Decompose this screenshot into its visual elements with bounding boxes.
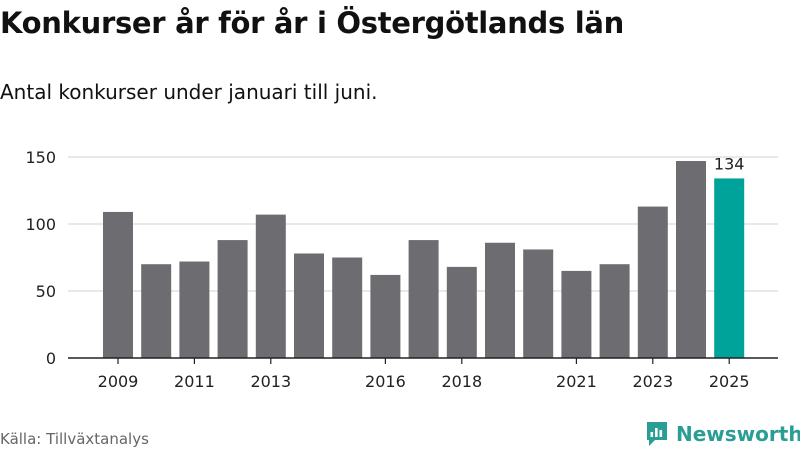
bar-2011 bbox=[179, 261, 210, 358]
data-labels: 134 bbox=[714, 154, 745, 173]
x-axis-ticks: 2009 2011 2013 2016 2018 2021 2023 2025 bbox=[68, 357, 778, 391]
bar-2014 bbox=[294, 253, 324, 358]
bar-2020 bbox=[523, 249, 554, 358]
x-tick-label: 2018 bbox=[441, 372, 482, 391]
source-note: Källa: Tillväxtanalys bbox=[0, 430, 149, 448]
bar-2018 bbox=[446, 266, 477, 358]
x-tick-label: 2013 bbox=[250, 372, 291, 391]
bar-2024 bbox=[676, 161, 706, 358]
y-axis-tick-labels: 0 50 100 150 bbox=[25, 148, 56, 368]
y-tick-label: 100 bbox=[25, 215, 56, 234]
x-tick-label: 2025 bbox=[709, 372, 750, 391]
chart-title: Konkurser år för år i Östergötlands län bbox=[0, 6, 625, 40]
newsworthy-icon bbox=[647, 422, 667, 446]
x-tick-label: 2016 bbox=[365, 372, 406, 391]
bar-2019 bbox=[485, 242, 515, 358]
chart-subtitle: Antal konkurser under januari till juni. bbox=[0, 80, 378, 104]
bar-2009 bbox=[103, 211, 133, 358]
bars bbox=[103, 161, 745, 358]
y-tick-label: 50 bbox=[36, 282, 56, 301]
y-tick-label: 0 bbox=[46, 349, 56, 368]
data-label-2025: 134 bbox=[714, 154, 745, 173]
bar-2016 bbox=[370, 274, 401, 358]
brand-logo[interactable]: Newsworthy bbox=[645, 420, 800, 448]
bar-2023 bbox=[637, 206, 668, 358]
x-tick-label: 2009 bbox=[98, 372, 139, 391]
bar-2015 bbox=[332, 257, 363, 358]
bar-2010 bbox=[141, 264, 172, 358]
bar-2025 bbox=[714, 178, 745, 358]
bar-2021 bbox=[561, 270, 592, 358]
x-tick-label: 2011 bbox=[174, 372, 215, 391]
x-tick-label: 2023 bbox=[632, 372, 673, 391]
brand-name: Newsworthy bbox=[676, 422, 800, 446]
bar-2013 bbox=[255, 214, 286, 358]
bar-2017 bbox=[408, 240, 439, 358]
bar-2022 bbox=[599, 264, 630, 358]
x-tick-label: 2021 bbox=[556, 372, 597, 391]
y-tick-label: 150 bbox=[25, 148, 56, 167]
bar-2012 bbox=[217, 240, 248, 358]
